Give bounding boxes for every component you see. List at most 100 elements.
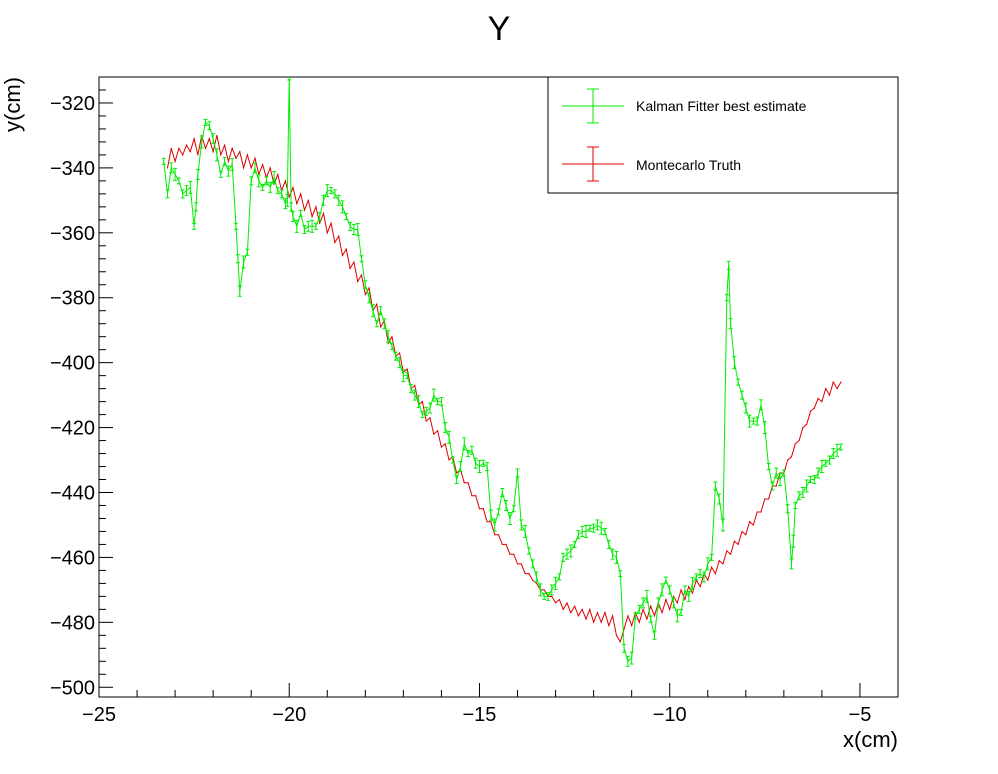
x-tick-label: −15 [463, 704, 497, 726]
data-point [174, 160, 176, 162]
data-point [398, 352, 401, 354]
data-point [490, 521, 492, 523]
data-point [535, 582, 538, 584]
data-point [494, 534, 496, 536]
data-point [463, 482, 465, 484]
data-point [672, 595, 675, 597]
data-point [589, 608, 591, 610]
data-point [680, 589, 682, 591]
data-point [288, 196, 290, 198]
data-point [619, 641, 621, 643]
data-point [710, 566, 713, 568]
x-tick-label: −20 [272, 704, 306, 726]
data-point [551, 595, 553, 597]
data-point [471, 495, 473, 497]
data-point [749, 521, 751, 523]
data-point [193, 138, 195, 140]
data-point [406, 368, 408, 370]
data-point [391, 336, 393, 338]
data-point [448, 459, 450, 461]
data-point [353, 261, 355, 263]
data-point [840, 381, 842, 383]
legend-box [547, 76, 899, 194]
data-point [497, 534, 500, 536]
data-point [718, 560, 720, 562]
data-point [828, 394, 831, 396]
data-point [646, 618, 648, 620]
data-point [554, 602, 557, 604]
series-0 [161, 77, 843, 667]
data-point [593, 621, 595, 623]
data-point [604, 612, 606, 614]
data-point [189, 151, 191, 153]
data-point [669, 608, 671, 610]
data-point [425, 420, 427, 422]
data-point [577, 615, 580, 617]
data-point [688, 586, 690, 588]
data-point [714, 573, 716, 575]
data-point [467, 482, 469, 484]
data-point [676, 602, 678, 604]
y-tick-label: −460 [50, 547, 95, 569]
legend-entry-kalman: Kalman Fitter best estimate [562, 88, 807, 124]
data-point [242, 167, 245, 169]
data-point [262, 164, 264, 166]
data-point [505, 543, 507, 546]
data-point [486, 521, 488, 523]
y-tick-label: −440 [50, 482, 95, 504]
data-point [543, 589, 545, 591]
data-point [764, 498, 766, 500]
data-point [296, 202, 298, 205]
data-point [478, 508, 481, 510]
data-point [269, 167, 271, 169]
data-point [379, 326, 382, 328]
data-point [684, 599, 686, 601]
data-point [250, 167, 252, 169]
data-point [376, 303, 378, 305]
data-point [433, 433, 435, 435]
data-point [532, 579, 534, 581]
data-point [414, 384, 416, 386]
data-point [345, 248, 347, 250]
data-point [615, 634, 618, 636]
chart-title: Y [488, 10, 511, 48]
data-point [254, 157, 256, 159]
data-point [520, 563, 522, 565]
y-tick-label: −420 [50, 418, 95, 440]
y-tick-label: −320 [50, 93, 95, 115]
data-point [437, 430, 439, 432]
data-point [322, 212, 325, 214]
y-tick-label: −480 [50, 612, 95, 634]
data-point [178, 147, 180, 150]
data-point [292, 186, 294, 188]
data-point [665, 599, 667, 601]
data-point [794, 443, 796, 445]
data-point [364, 293, 366, 296]
legend-label-kalman: Kalman Fitter best estimate [636, 98, 807, 114]
data-point [733, 540, 735, 542]
data-point [440, 446, 443, 448]
data-point [204, 147, 207, 150]
data-point [341, 254, 344, 257]
data-point [319, 222, 321, 224]
data-point [817, 397, 819, 399]
data-point [562, 608, 564, 610]
series-line-1 [167, 135, 842, 644]
legend-label-montecarlo: Montecarlo Truth [636, 157, 741, 173]
data-point [170, 147, 172, 150]
data-point [722, 563, 724, 565]
x-tick-label: −5 [849, 704, 872, 726]
data-point [581, 608, 583, 610]
data-point [627, 615, 629, 617]
data-point [612, 615, 614, 617]
data-point [787, 459, 789, 461]
data-point [311, 215, 313, 218]
data-point [338, 235, 340, 237]
data-point [600, 621, 602, 623]
data-point [277, 173, 279, 175]
data-point [707, 579, 709, 581]
data-point [166, 167, 169, 169]
data-point [836, 388, 838, 390]
data-point [429, 417, 431, 419]
